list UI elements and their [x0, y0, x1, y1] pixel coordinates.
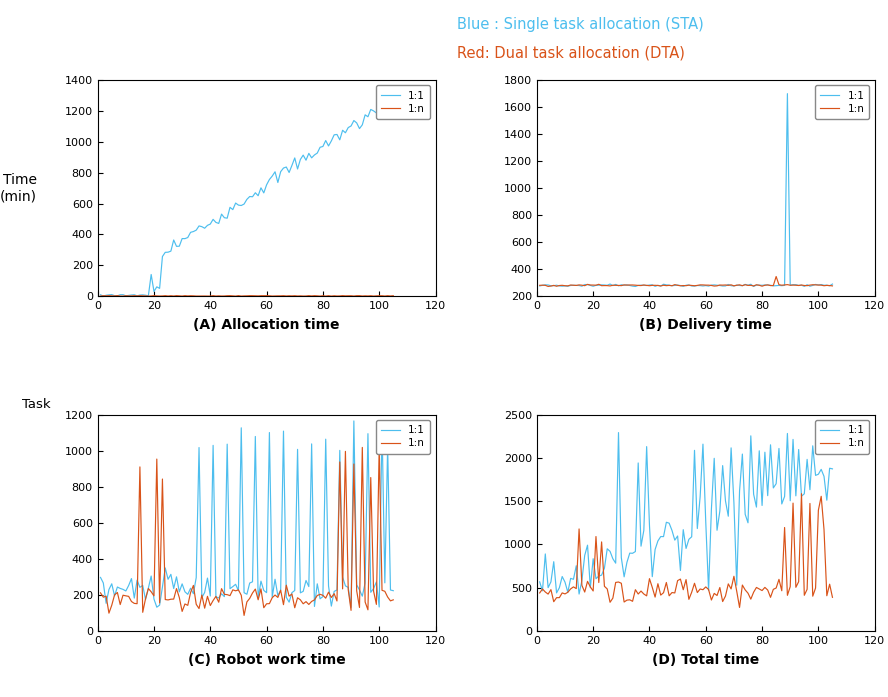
- 1:n: [230, 292, 241, 300]
- 1:n: [135, 291, 146, 300]
- Legend: 1:1, 1:n: 1:1, 1:n: [376, 420, 431, 454]
- 1:n: [751, 583, 762, 592]
- 1:n: [239, 611, 250, 620]
- 1:n: [314, 292, 325, 300]
- Line: 1:n: 1:n: [540, 493, 832, 608]
- 1:1: [306, 440, 317, 448]
- 1:1: [348, 417, 359, 425]
- 1:1: [574, 590, 584, 598]
- 1:1: [208, 441, 218, 450]
- 1:n: [537, 585, 548, 593]
- 1:n: [98, 291, 108, 300]
- 1:1: [614, 429, 624, 437]
- 1:1: [751, 281, 762, 289]
- 1:n: [650, 281, 661, 289]
- Legend: 1:1, 1:n: 1:1, 1:n: [815, 85, 869, 119]
- 1:1: [535, 578, 545, 586]
- 1:n: [535, 589, 545, 597]
- Line: 1:1: 1:1: [540, 433, 832, 594]
- 1:1: [138, 291, 148, 299]
- 1:n: [537, 281, 548, 289]
- 1:n: [771, 273, 781, 281]
- 1:1: [135, 583, 146, 592]
- 1:n: [749, 588, 759, 597]
- X-axis label: (D) Total time: (D) Total time: [652, 652, 759, 666]
- Legend: 1:1, 1:n: 1:1, 1:n: [815, 420, 869, 454]
- 1:1: [576, 576, 587, 585]
- 1:1: [383, 91, 393, 99]
- 1:1: [388, 92, 399, 100]
- 1:1: [653, 537, 663, 545]
- 1:1: [222, 440, 233, 448]
- 1:1: [388, 586, 399, 595]
- 1:n: [95, 292, 106, 300]
- 1:n: [208, 291, 218, 300]
- 1:n: [222, 590, 233, 599]
- 1:1: [95, 573, 106, 581]
- 1:1: [309, 151, 320, 159]
- 1:1: [210, 218, 221, 227]
- Line: 1:n: 1:n: [100, 447, 393, 615]
- 1:1: [746, 280, 757, 289]
- Legend: 1:1, 1:n: 1:1, 1:n: [376, 85, 431, 119]
- X-axis label: (B) Delivery time: (B) Delivery time: [639, 318, 773, 332]
- 1:n: [135, 463, 146, 471]
- 1:n: [208, 597, 218, 605]
- 1:n: [95, 589, 106, 597]
- 1:n: [388, 596, 399, 604]
- 1:n: [749, 282, 759, 290]
- 1:1: [312, 149, 322, 158]
- Line: 1:n: 1:n: [540, 277, 832, 286]
- 1:n: [535, 281, 545, 289]
- 1:n: [312, 291, 322, 300]
- Y-axis label: Time
(min): Time (min): [0, 173, 37, 204]
- 1:n: [543, 282, 553, 291]
- Line: 1:1: 1:1: [540, 93, 832, 286]
- 1:n: [827, 593, 837, 602]
- 1:n: [827, 282, 837, 290]
- 1:1: [535, 282, 545, 290]
- 1:1: [345, 603, 356, 611]
- 1:1: [537, 281, 548, 289]
- 1:n: [751, 281, 762, 289]
- 1:1: [782, 89, 793, 98]
- Text: Task: Task: [22, 398, 51, 411]
- 1:1: [749, 282, 759, 291]
- 1:1: [95, 291, 106, 299]
- 1:1: [574, 282, 584, 290]
- 1:1: [101, 291, 112, 300]
- X-axis label: (C) Robot work time: (C) Robot work time: [187, 652, 345, 666]
- 1:n: [647, 583, 658, 592]
- 1:n: [98, 593, 108, 602]
- 1:1: [225, 203, 235, 211]
- 1:n: [388, 291, 399, 300]
- 1:1: [827, 465, 837, 473]
- 1:1: [98, 292, 108, 300]
- 1:1: [751, 503, 762, 512]
- 1:n: [309, 596, 320, 604]
- 1:n: [234, 291, 244, 300]
- 1:1: [661, 281, 671, 289]
- 1:n: [576, 281, 587, 289]
- X-axis label: (A) Allocation time: (A) Allocation time: [194, 318, 340, 332]
- 1:n: [374, 443, 385, 451]
- 1:1: [98, 579, 108, 587]
- 1:n: [664, 281, 675, 289]
- 1:1: [667, 526, 678, 535]
- 1:1: [309, 602, 320, 611]
- 1:1: [537, 587, 548, 595]
- 1:1: [647, 281, 658, 289]
- Text: Blue : Single task allocation (STA): Blue : Single task allocation (STA): [457, 17, 704, 33]
- 1:n: [797, 489, 807, 498]
- 1:n: [312, 591, 322, 599]
- Text: Red: Dual task allocation (DTA): Red: Dual task allocation (DTA): [457, 45, 686, 61]
- 1:n: [222, 291, 233, 300]
- Line: 1:1: 1:1: [100, 421, 393, 607]
- 1:n: [574, 525, 584, 533]
- 1:n: [661, 579, 671, 587]
- 1:1: [754, 447, 765, 455]
- Line: 1:1: 1:1: [100, 95, 393, 296]
- 1:1: [827, 280, 837, 289]
- 1:n: [734, 604, 745, 612]
